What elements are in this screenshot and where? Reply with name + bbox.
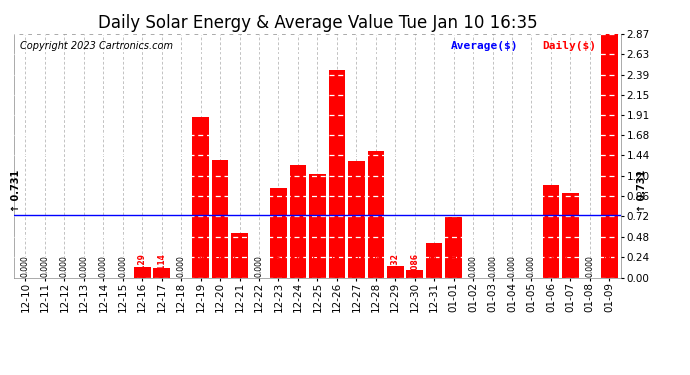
Bar [406,270,423,278]
Text: Average($): Average($) [451,41,518,51]
Bar [134,267,150,278]
Text: ↑ 0.731: ↑ 0.731 [11,170,21,212]
Bar [445,217,462,278]
Bar [562,193,579,278]
Text: 0.520: 0.520 [235,254,244,278]
Text: 2.438: 2.438 [333,254,342,278]
Text: 0.711: 0.711 [449,254,458,278]
Bar [309,174,326,278]
Bar [542,184,559,278]
Text: Daily($): Daily($) [542,41,596,51]
Bar [601,0,618,278]
Text: 1.489: 1.489 [371,254,380,278]
Text: 1.057: 1.057 [274,254,283,278]
Text: 1.389: 1.389 [215,254,224,278]
Text: 0.086: 0.086 [411,254,420,278]
Bar [368,151,384,278]
Text: Copyright 2023 Cartronics.com: Copyright 2023 Cartronics.com [20,41,173,51]
Text: 3.872: 3.872 [605,253,614,278]
Text: 0.000: 0.000 [469,255,477,278]
Bar [348,161,364,278]
Text: ↑ 0.731: ↑ 0.731 [638,170,647,212]
Text: 0.000: 0.000 [99,255,108,278]
Text: 1.000: 1.000 [566,254,575,278]
Text: 0.132: 0.132 [391,254,400,278]
Text: 0.403: 0.403 [430,254,439,278]
Bar [193,117,209,278]
Text: 0.000: 0.000 [41,255,50,278]
Text: 0.000: 0.000 [255,255,264,278]
Text: 0.000: 0.000 [508,255,517,278]
Text: 1.892: 1.892 [196,254,205,278]
Text: 1.370: 1.370 [352,254,361,278]
Bar [387,266,404,278]
Title: Daily Solar Energy & Average Value Tue Jan 10 16:35: Daily Solar Energy & Average Value Tue J… [97,14,538,32]
Text: 0.000: 0.000 [118,255,127,278]
Text: 0.000: 0.000 [585,255,594,278]
Text: 1.095: 1.095 [546,254,555,278]
Text: 0.000: 0.000 [177,255,186,278]
Text: 0.000: 0.000 [488,255,497,278]
Bar [426,243,442,278]
Text: 1.319: 1.319 [293,254,302,278]
Bar [270,188,287,278]
Text: 1.220: 1.220 [313,254,322,278]
Text: 0.000: 0.000 [21,255,30,278]
Bar [212,159,228,278]
Bar [328,70,345,278]
Bar [290,165,306,278]
Text: 0.114: 0.114 [157,254,166,278]
Text: 0.000: 0.000 [527,255,536,278]
Text: 0.000: 0.000 [60,255,69,278]
Text: 0.000: 0.000 [79,255,88,278]
Text: 0.129: 0.129 [138,254,147,278]
Bar [231,233,248,278]
Bar [153,268,170,278]
